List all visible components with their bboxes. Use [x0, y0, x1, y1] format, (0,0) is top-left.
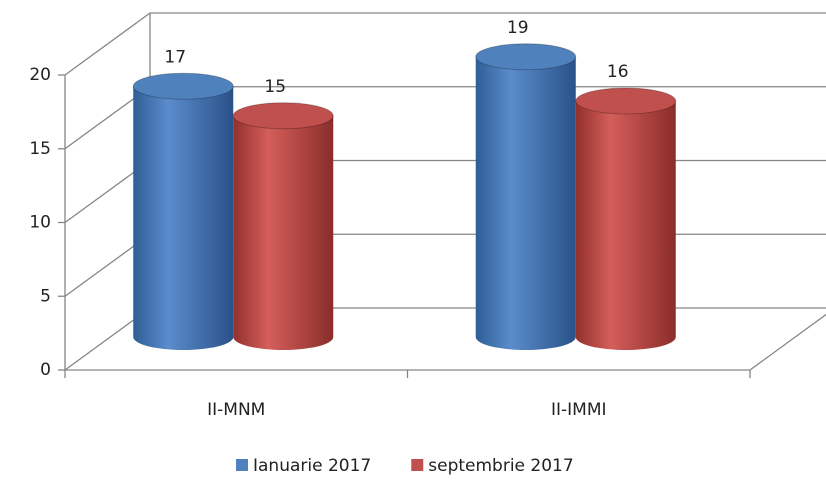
y-tick-label: 20 — [29, 65, 51, 85]
y-tick-label: 15 — [29, 139, 51, 159]
legend-label: septembrie 2017 — [428, 456, 573, 476]
side-grid-line — [64, 12, 151, 76]
x-tick-label: II-MNM — [207, 400, 265, 420]
legend-label: Ianuarie 2017 — [253, 456, 371, 476]
bar-top — [475, 43, 577, 71]
bar-top — [575, 87, 677, 115]
y-tick-label: 0 — [40, 360, 51, 380]
bar — [233, 115, 334, 351]
y-tick-label: 5 — [40, 286, 51, 306]
x-tick-label: II-IMMI — [551, 400, 607, 420]
bar — [133, 86, 234, 351]
floor-right — [749, 313, 826, 371]
legend-swatch — [236, 459, 248, 471]
bar-top — [232, 102, 334, 130]
legend-swatch — [411, 459, 424, 471]
labels: 0 5 10 15 20 II-MNM 17 15 II-IMMI 19 16 Ianuarie 20… — [29, 18, 628, 476]
data-label: 19 — [507, 18, 529, 38]
data-label: 17 — [164, 47, 186, 67]
bars — [132, 43, 677, 351]
bar-top — [132, 72, 234, 100]
bar — [575, 101, 676, 351]
data-label: 16 — [607, 62, 629, 82]
bar — [475, 56, 576, 351]
data-label: 15 — [264, 77, 286, 97]
y-tick-label: 10 — [29, 213, 51, 233]
